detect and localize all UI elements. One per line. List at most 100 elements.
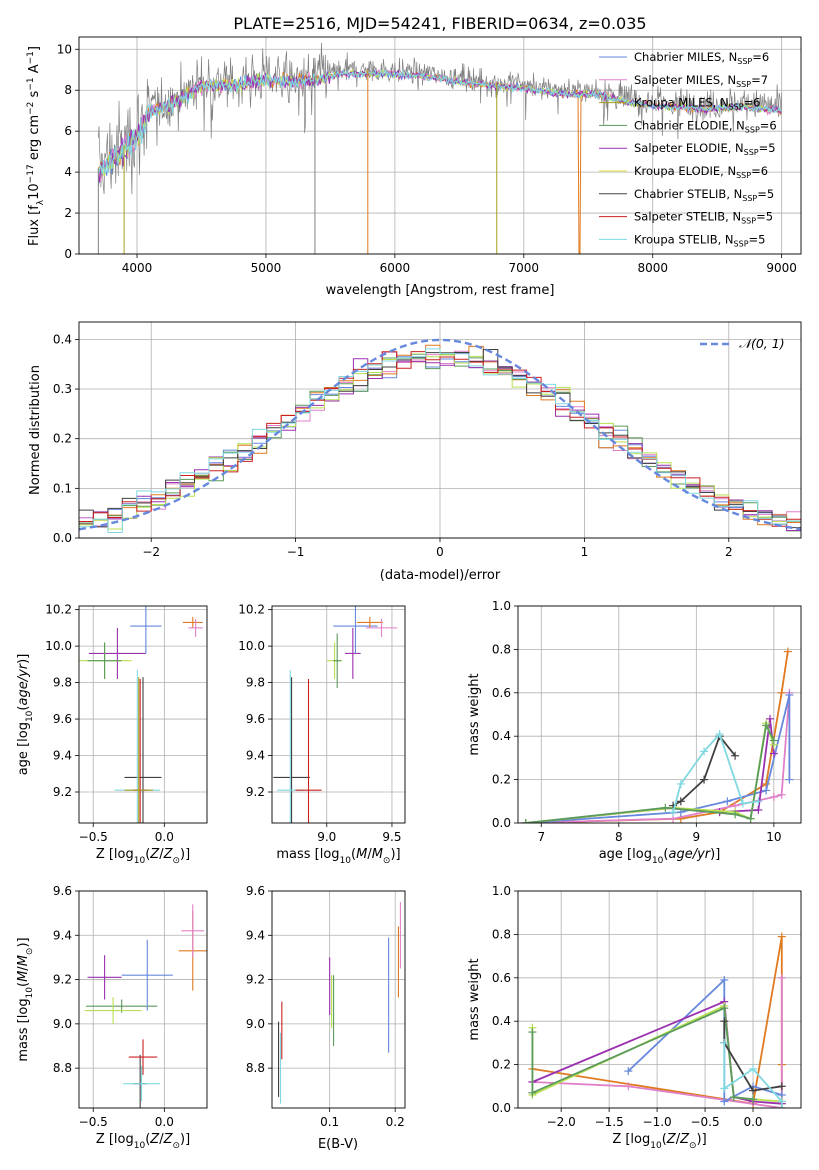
y-tick-label: 9.4: [53, 749, 72, 763]
y-tick-label: 9.8: [246, 676, 265, 690]
y-tick-label: 9.2: [246, 973, 265, 987]
error-bar-point: [356, 616, 383, 628]
weight-series: [532, 977, 783, 1108]
y-tick-label: 9.4: [53, 928, 72, 942]
weight-point: [762, 786, 771, 795]
grid: [272, 606, 405, 823]
normal-curve: [79, 338, 801, 531]
error-bar-point: [295, 678, 322, 823]
legend-label: 𝒩(0, 1): [739, 336, 785, 351]
weight-point: [777, 1082, 786, 1091]
x-tick-label: −1: [287, 545, 305, 559]
y-tick-label: 10.0: [238, 639, 265, 653]
error-bar-point: [130, 606, 162, 654]
histogram-series: [79, 351, 801, 531]
y-tick-label: 0.2: [492, 773, 511, 787]
x-tick-label: 4000: [122, 261, 153, 275]
y-tick-label: 0.8: [492, 642, 511, 656]
x-axis-label: mass [log10(M/M⊙)]: [276, 847, 400, 866]
y-tick-label: 9.0: [53, 1017, 72, 1031]
weight-point: [749, 1064, 758, 1073]
legend-label: Chabrier ELODIE, NSSP=6: [634, 118, 777, 134]
y-tick-label: 10: [57, 42, 72, 56]
error-bar-point: [124, 677, 162, 823]
x-tick-label: 0.0: [155, 1115, 174, 1129]
x-tick-label: 1: [581, 545, 589, 559]
ticks: 0.1 0.2 8.8 9.0 9.2 9.4 9.6: [246, 884, 405, 1129]
weight-point: [785, 775, 794, 784]
weight-point: [700, 747, 709, 756]
y-tick-label: 9.6: [246, 712, 265, 726]
y-tick-label: 8: [64, 83, 72, 97]
y-tick-label: 0.8: [492, 927, 511, 941]
ticks: −0.5 0.0 9.2 9.4 9.6 9.8 10.0 10.2: [45, 603, 174, 844]
figure-title: PLATE=2516, MJD=54241, FIBERID=0634, z=0…: [233, 14, 646, 33]
axes-border: [271, 890, 406, 1109]
y-tick-label: 0.4: [492, 729, 511, 743]
x-tick-label: 8000: [637, 261, 668, 275]
legend: Chabrier MILES, NSSP=6 Salpeter MILES, NS…: [599, 50, 777, 248]
error-bar-point: [345, 627, 361, 679]
y-tick-label: 9.0: [246, 1017, 265, 1031]
weight-point: [528, 1088, 537, 1097]
histogram-series: [79, 344, 801, 526]
axes-border: [271, 605, 406, 824]
histogram-series: [79, 351, 801, 527]
ticks: 7 8 9 10 0.0 0.2 0.4 0.6 0.8 1.0: [492, 599, 782, 844]
y-axis-label: mass [log10(M/M⊙)]: [16, 937, 35, 1061]
weight-point: [676, 779, 685, 788]
y-tick-label: 0.2: [53, 432, 72, 446]
x-tick-label: 0.0: [743, 1115, 762, 1129]
legend-label: Kroupa MILES, NSSP=6: [634, 96, 760, 112]
grid: [272, 890, 405, 1108]
axis-frame: [271, 890, 406, 1109]
error-bar-point: [84, 997, 142, 1024]
y-tick-label: 9.2: [53, 785, 72, 799]
observed-spectrum: [97, 42, 783, 195]
error-bar-point: [87, 955, 122, 1000]
weight-point: [777, 790, 786, 799]
axis-frame: [78, 890, 208, 1109]
y-tick-label: 8.8: [246, 1061, 265, 1075]
axis-frame: [517, 890, 802, 1109]
weight-point: [676, 797, 685, 806]
x-tick-label: 0: [436, 545, 444, 559]
axes-border: [78, 890, 208, 1109]
weight-point: [720, 975, 729, 984]
y-tick-label: 2: [64, 206, 72, 220]
age-weight-panel: 7 8 9 10 0.0 0.2 0.4 0.6 0.8 1.0: [492, 599, 802, 844]
weight-series: [525, 651, 789, 823]
weight-point: [749, 1086, 758, 1095]
x-tick-label: 0.0: [155, 830, 174, 844]
weight-point: [731, 751, 740, 760]
x-tick-label: −0.5: [79, 830, 108, 844]
weight-point: [777, 1104, 786, 1108]
ticks: −2 −1 0 1 2 0.0 0.1 0.2 0.3 0.4: [53, 332, 733, 559]
x-tick-label: −0.5: [79, 1115, 108, 1129]
weight-series: [525, 692, 791, 823]
ticks: −0.5 0.0 8.8 9.0 9.2 9.4 9.6: [53, 884, 174, 1129]
model-spectrum: [97, 68, 782, 175]
error-bar-point: [128, 1039, 158, 1075]
weight-point: [720, 1004, 729, 1013]
legend-label: Kroupa STELIB, NSSP=5: [634, 232, 765, 248]
y-tick-label: 9.4: [246, 928, 265, 942]
plot-area: [278, 902, 401, 1104]
x-tick-label: −2: [142, 545, 160, 559]
x-tick-label: 5000: [251, 261, 282, 275]
grid: [79, 890, 207, 1108]
weight-point: [521, 819, 530, 823]
x-axis-label: Z [log10(Z/Z⊙)]: [96, 847, 190, 866]
x-axis-label: age [log10(age/yr)]: [599, 847, 721, 866]
error-bar-point: [365, 618, 398, 637]
axis-frame: [78, 605, 208, 824]
axes-border: [517, 605, 802, 824]
y-tick-label: 0.1: [53, 481, 72, 495]
plot-area: [528, 932, 786, 1108]
y-tick-label: 0.4: [492, 1014, 511, 1028]
weight-point: [777, 932, 786, 941]
weight-point: [785, 690, 794, 699]
y-tick-label: 9.6: [246, 884, 265, 898]
weight-point: [624, 1082, 633, 1091]
weight-point: [783, 647, 792, 656]
